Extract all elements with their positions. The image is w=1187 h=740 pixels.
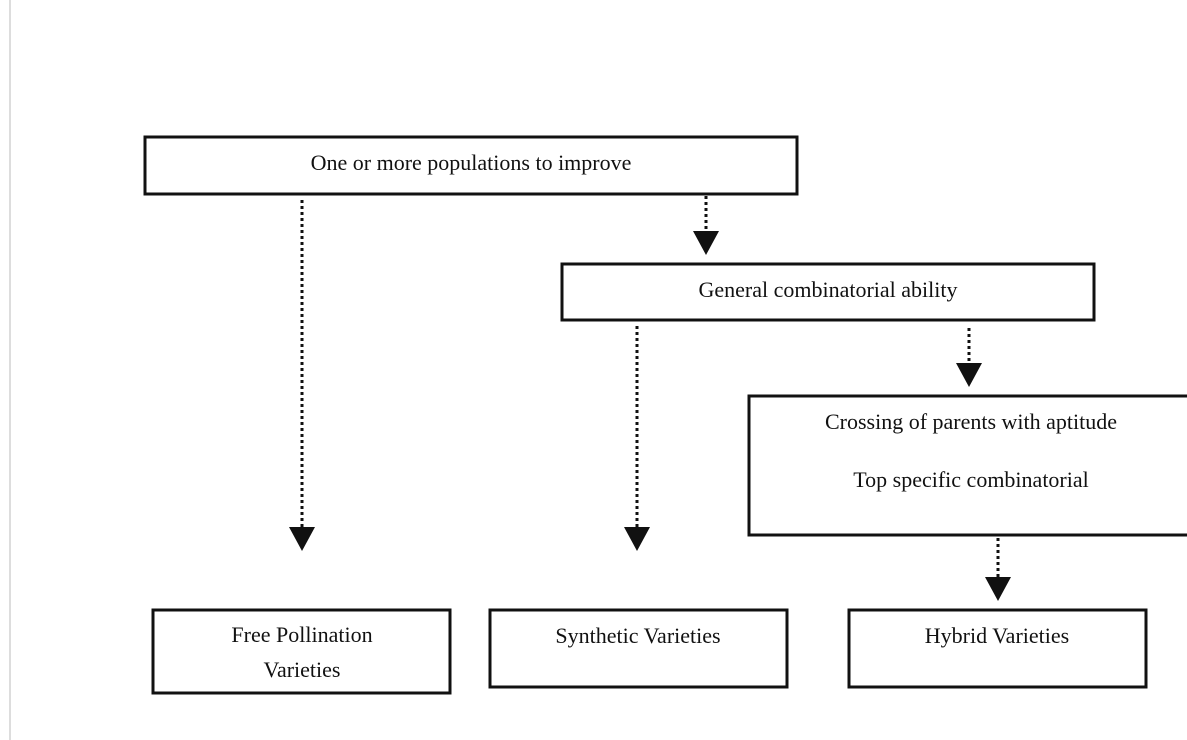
node-label: Crossing of parents with aptitude [825,409,1117,434]
box [143,135,799,196]
arrow-head [624,527,650,551]
node-label: Top specific combinatorial [853,467,1089,492]
arrows [289,196,1011,601]
node-label: Synthetic Varieties [555,623,720,648]
box [488,608,789,689]
node-label: One or more populations to improve [311,150,632,175]
box [747,394,1187,537]
box [847,608,1148,689]
arrow-head [693,231,719,255]
node-label: Varieties [264,657,341,682]
node-label: Hybrid Varieties [925,623,1069,648]
node-label: Free Pollination [231,622,372,647]
boxes [143,135,1187,695]
arrow-head [956,363,982,387]
arrow-head [289,527,315,551]
node-label: General combinatorial ability [698,277,957,302]
box [151,608,452,695]
arrow-head [985,577,1011,601]
box [560,262,1096,322]
